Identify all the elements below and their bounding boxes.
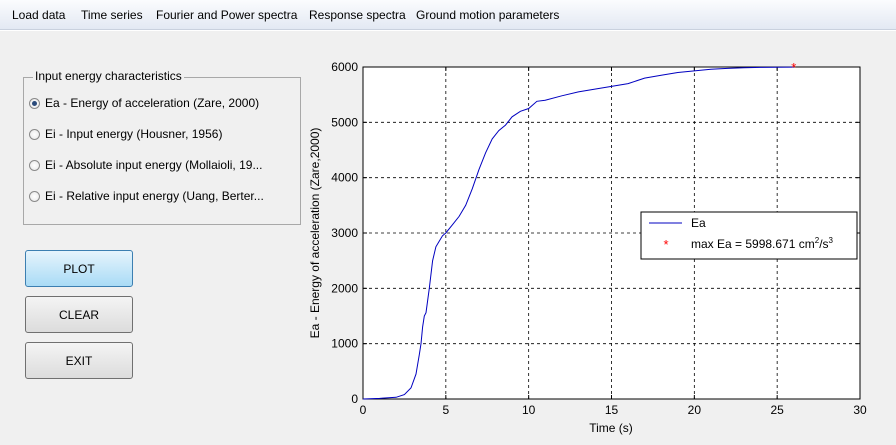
x-tick-label: 5: [442, 403, 449, 417]
x-tick-label: 0: [360, 403, 367, 417]
radio-button-ei-housner[interactable]: [29, 128, 40, 140]
clear-button[interactable]: CLEAR: [25, 296, 133, 333]
legend-max-label: max Ea = 5998.671 cm2/s3: [691, 236, 834, 251]
menu-ground-motion-parameters[interactable]: Ground motion parameters: [416, 8, 560, 22]
legend: Ea * max Ea = 5998.671 cm2/s3: [640, 211, 858, 260]
exit-button[interactable]: EXIT: [25, 342, 133, 379]
max-ea-marker: *: [791, 60, 796, 75]
legend-ea-label: Ea: [691, 216, 706, 230]
y-tick-label: 4000: [331, 171, 358, 185]
radio-option-ei-absolute[interactable]: Ei - Absolute input energy (Mollaioli, 1…: [29, 156, 262, 174]
y-tick-label: 5000: [331, 115, 358, 129]
legend-marker-symbol: *: [663, 237, 668, 252]
x-tick-label: 25: [770, 403, 784, 417]
radio-option-ei-housner[interactable]: Ei - Input energy (Housner, 1956): [29, 125, 222, 143]
y-tick-label: 3000: [331, 226, 358, 240]
radio-label-ea: Ea - Energy of acceleration (Zare, 2000): [45, 96, 260, 110]
menu-load-data[interactable]: Load data: [12, 8, 66, 22]
y-tick-label: 2000: [331, 281, 358, 295]
radio-button-ei-absolute[interactable]: [29, 159, 40, 171]
x-tick-label: 30: [853, 403, 867, 417]
x-axis-label: Time (s): [589, 421, 633, 435]
x-tick-label: 15: [605, 403, 619, 417]
x-tick-label: 10: [522, 403, 536, 417]
plot-button[interactable]: PLOT: [25, 250, 133, 287]
radio-label-ei-housner: Ei - Input energy (Housner, 1956): [45, 127, 223, 141]
menu-time-series[interactable]: Time series: [81, 8, 143, 22]
y-tick-label: 0: [351, 392, 358, 406]
radio-button-ea[interactable]: [29, 97, 40, 109]
input-energy-group-title: Input energy characteristics: [33, 69, 184, 83]
x-tick-label: 20: [688, 403, 702, 417]
menu-bar: Load data Time series Fourier and Power …: [0, 0, 896, 30]
menu-response-spectra[interactable]: Response spectra: [309, 8, 406, 22]
y-tick-label: 6000: [331, 60, 358, 74]
radio-option-ei-relative[interactable]: Ei - Relative input energy (Uang, Berter…: [29, 187, 264, 205]
menu-fourier-power-spectra[interactable]: Fourier and Power spectra: [156, 8, 298, 22]
radio-option-ea[interactable]: Ea - Energy of acceleration (Zare, 2000): [29, 94, 259, 112]
radio-button-ei-relative[interactable]: [29, 190, 40, 202]
radio-label-ei-absolute: Ei - Absolute input energy (Mollaioli, 1…: [45, 158, 263, 172]
series-line-ea: [362, 66, 794, 400]
y-axis-label: Ea - Energy of acceleration (Zare,2000): [308, 128, 322, 339]
radio-label-ei-relative: Ei - Relative input energy (Uang, Berter…: [45, 189, 264, 203]
legend-box: [640, 211, 858, 260]
y-tick-label: 1000: [331, 337, 358, 351]
